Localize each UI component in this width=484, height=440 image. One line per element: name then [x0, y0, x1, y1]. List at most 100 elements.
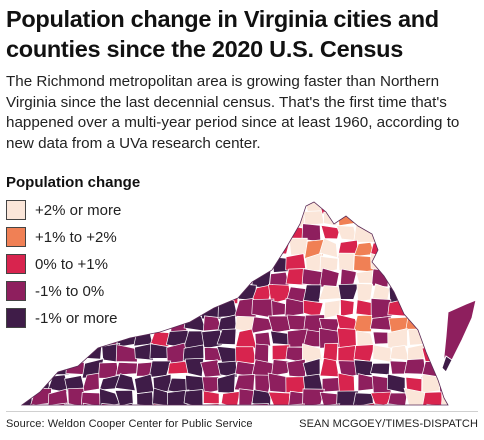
- county-region: [420, 267, 445, 287]
- county-region: [221, 254, 240, 274]
- county-region: [65, 361, 85, 375]
- eastern-shore-south: [441, 355, 453, 373]
- county-region: [22, 316, 35, 331]
- county-region: [202, 284, 221, 303]
- county-region: [267, 391, 291, 405]
- county-region: [149, 313, 170, 332]
- county-region: [22, 299, 33, 317]
- county-region: [217, 360, 238, 378]
- county-region: [151, 286, 169, 303]
- legend-swatch: [6, 281, 26, 301]
- county-region: [203, 208, 223, 229]
- county-region: [287, 403, 305, 405]
- county-region: [115, 268, 135, 287]
- county-region: [49, 317, 68, 330]
- county-region: [439, 238, 448, 259]
- legend-item-zero-to-plus1: 0% to +1%: [6, 254, 121, 274]
- county-region: [353, 402, 376, 405]
- county-region: [405, 239, 423, 256]
- county-region: [356, 283, 374, 303]
- county-region: [186, 225, 202, 243]
- county-region: [285, 202, 304, 214]
- county-region: [165, 202, 186, 213]
- county-region: [236, 271, 255, 287]
- county-region: [353, 314, 373, 332]
- county-region: [134, 373, 155, 395]
- county-region: [168, 268, 188, 287]
- county-region: [254, 331, 272, 347]
- county-region: [151, 269, 172, 290]
- county-region: [271, 300, 286, 316]
- county-region: [353, 359, 373, 376]
- county-region: [133, 202, 155, 213]
- county-region: [99, 208, 119, 229]
- county-region: [340, 299, 355, 317]
- county-region: [47, 271, 67, 287]
- county-region: [183, 268, 206, 288]
- county-region: [251, 202, 274, 209]
- county-region: [302, 343, 323, 363]
- county-region: [405, 286, 427, 305]
- legend: +2% or more +1% to +2% 0% to +1% -1% to …: [6, 200, 121, 335]
- county-region: [235, 346, 257, 364]
- county-region: [33, 269, 51, 289]
- county-region: [65, 238, 85, 258]
- county-region: [319, 357, 340, 378]
- county-region: [202, 239, 223, 259]
- county-region: [149, 252, 172, 270]
- county-region: [165, 283, 184, 304]
- county-region: [169, 253, 187, 274]
- county-region: [84, 267, 105, 287]
- county-region: [337, 372, 356, 394]
- legend-item-plus1-to-plus2: +1% to +2%: [6, 227, 121, 247]
- legend-swatch: [6, 308, 26, 328]
- county-region: [22, 243, 35, 259]
- county-region: [118, 208, 135, 229]
- county-region: [288, 237, 308, 256]
- legend-label: -1% to 0%: [35, 282, 105, 300]
- county-region: [284, 297, 308, 318]
- county-region: [204, 224, 223, 244]
- county-region: [150, 202, 172, 214]
- virginia-outline: [20, 201, 449, 406]
- county-region: [67, 387, 86, 405]
- county-region: [216, 202, 236, 209]
- county-region: [167, 237, 188, 258]
- county-region: [389, 345, 410, 361]
- virginia-county-map: [20, 201, 477, 406]
- county-region: [80, 238, 102, 258]
- county-region: [387, 240, 406, 258]
- county-region: [168, 223, 190, 243]
- county-region: [182, 207, 205, 226]
- county-region: [286, 358, 306, 378]
- county-region: [131, 238, 155, 260]
- county-region: [22, 202, 34, 214]
- county-region: [29, 240, 50, 260]
- county-region: [133, 210, 152, 225]
- county-region: [99, 285, 122, 304]
- county-region: [233, 374, 256, 392]
- legend-label: -1% or more: [35, 309, 118, 327]
- county-region: [83, 298, 100, 320]
- county-region: [403, 387, 426, 405]
- county-region: [438, 373, 448, 393]
- legend-item-minus1-to-zero: -1% to 0%: [6, 281, 121, 301]
- county-region: [31, 299, 51, 319]
- county-region: [64, 282, 87, 304]
- county-region: [114, 313, 139, 334]
- county-region: [220, 390, 241, 405]
- county-region: [406, 302, 428, 319]
- county-region: [33, 226, 52, 244]
- county-region: [64, 209, 88, 229]
- county-region: [421, 209, 444, 224]
- county-region: [99, 299, 121, 317]
- county-region: [424, 299, 444, 317]
- county-region: [115, 344, 138, 363]
- county-region: [32, 330, 51, 348]
- county-region: [406, 226, 426, 244]
- county-region: [97, 315, 122, 335]
- county-region: [322, 342, 339, 363]
- county-region: [46, 402, 68, 405]
- county-region: [303, 210, 325, 226]
- county-region: [182, 344, 205, 362]
